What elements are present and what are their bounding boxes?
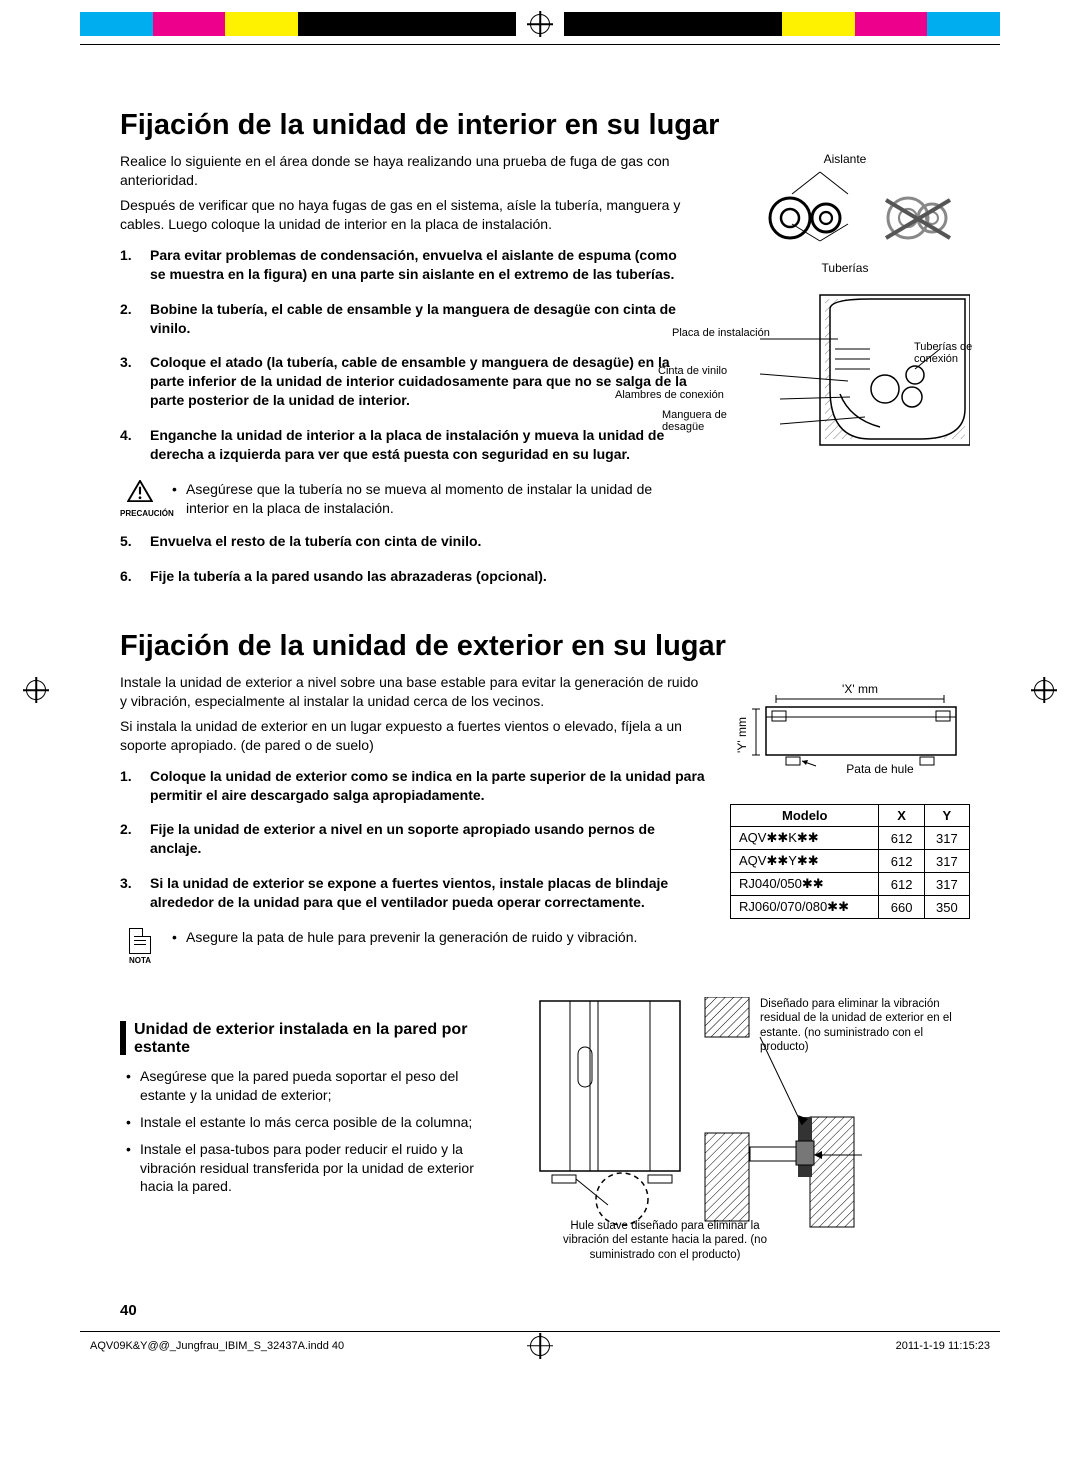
- steps-list-interior: 1.Para evitar problemas de condensación,…: [120, 246, 696, 464]
- step-text: Si la unidad de exterior se expone a fue…: [150, 875, 668, 910]
- nota-box: NOTA Asegure la pata de hule para preven…: [120, 928, 706, 965]
- nota-label: NOTA: [120, 956, 160, 965]
- registration-bar: [80, 12, 1000, 36]
- table-cell: 317: [924, 873, 969, 896]
- table-cell: 612: [879, 827, 924, 850]
- caution-text: Asegúrese que la tubería no se mueva al …: [172, 480, 696, 518]
- steps-list-interior-cont: 5.Envuelva el resto de la tubería con ci…: [120, 532, 696, 586]
- svg-text:'Y' mm: 'Y' mm: [735, 717, 749, 753]
- wall-bullets: Asegúrese que la pared pueda soportar el…: [120, 1067, 500, 1196]
- table-cell: AQV✱✱K✱✱: [731, 827, 879, 850]
- fig2-label: Tuberías de conexión: [914, 341, 984, 365]
- caution-label: PRECAUCIÓN: [120, 509, 160, 518]
- steps-list-exterior: 1.Coloque la unidad de exterior como se …: [120, 767, 706, 912]
- step-text: Fije la tubería a la pared usando las ab…: [150, 568, 547, 584]
- figure-pipe-insulation: [720, 166, 970, 256]
- crosshair-icon: [530, 1336, 550, 1356]
- step-text: Coloque el atado (la tubería, cable de e…: [150, 354, 687, 408]
- nota-text: Asegure la pata de hule para prevenir la…: [172, 928, 637, 947]
- th-x: X: [879, 805, 924, 827]
- fig1-label-tuberias: Tuberías: [720, 261, 970, 275]
- bullet-text: Instale el estante lo más cerca posible …: [126, 1113, 500, 1132]
- intro-text: Instale la unidad de exterior a nivel so…: [120, 673, 706, 711]
- subheading-text: Unidad de exterior instalada en la pared…: [134, 1021, 510, 1057]
- bullet-text: Asegúrese que la pared pueda soportar el…: [126, 1067, 500, 1105]
- caution-box: PRECAUCIÓN Asegúrese que la tubería no s…: [120, 480, 696, 518]
- page-number: 40: [120, 1302, 970, 1319]
- heading-exterior: Fijación de la unidad de exterior en su …: [120, 630, 970, 663]
- step-text: Coloque la unidad de exterior como se in…: [150, 768, 705, 803]
- table-cell: 612: [879, 850, 924, 873]
- table-cell: RJ040/050✱✱: [731, 873, 879, 896]
- callout-text: Hule suave diseñado para eliminar la vib…: [550, 1219, 780, 1262]
- subheading-wall: Unidad de exterior instalada en la pared…: [120, 1021, 510, 1057]
- table-cell: 660: [879, 896, 924, 919]
- fig1-label-aislante: Aislante: [720, 152, 970, 166]
- intro-text: Si instala la unidad de exterior en un l…: [120, 717, 706, 755]
- figure-outdoor-dimensions: 'X' mm 'Y' mm Pata de hule: [730, 681, 970, 781]
- fig3-pata: Pata de hule: [846, 762, 914, 776]
- step-text: Para evitar problemas de condensación, e…: [150, 247, 677, 282]
- warning-icon: [127, 480, 153, 502]
- step-text: Fije la unidad de exterior a nivel en un…: [150, 821, 655, 856]
- table-cell: 612: [879, 873, 924, 896]
- bullet-text: Instale el pasa-tubos para poder reducir…: [126, 1140, 500, 1197]
- step-text: Bobine la tubería, el cable de ensamble …: [150, 301, 676, 336]
- th-y: Y: [924, 805, 969, 827]
- step-text: Enganche la unidad de interior a la plac…: [150, 427, 664, 462]
- note-icon: [129, 928, 151, 954]
- fig3-x: 'X' mm: [842, 682, 878, 696]
- intro-text: Realice lo siguiente en el área donde se…: [120, 152, 696, 190]
- footer: AQV09K&Y@@_Jungfrau_IBIM_S_32437A.indd 4…: [0, 1332, 1080, 1366]
- intro-text: Después de verificar que no haya fugas d…: [120, 196, 696, 234]
- table-cell: AQV✱✱Y✱✱: [731, 850, 879, 873]
- table-cell: RJ060/070/080✱✱: [731, 896, 879, 919]
- footer-timestamp: 2011-1-19 11:15:23: [896, 1340, 990, 1352]
- table-cell: 317: [924, 827, 969, 850]
- step-text: Envuelva el resto de la tubería con cint…: [150, 533, 481, 549]
- fig2-label: Alambres de conexión: [615, 389, 724, 401]
- model-table: Modelo X Y AQV✱✱K✱✱612317 AQV✱✱Y✱✱612317…: [730, 804, 970, 919]
- table-cell: 317: [924, 850, 969, 873]
- figure-indoor-unit: [720, 289, 970, 459]
- callout-text: Diseñado para eliminar la vibración resi…: [760, 997, 970, 1055]
- footer-filename: AQV09K&Y@@_Jungfrau_IBIM_S_32437A.indd 4…: [90, 1340, 344, 1352]
- th-modelo: Modelo: [731, 805, 879, 827]
- fig2-label: Manguera de desagüe: [662, 409, 742, 433]
- crosshair-icon: [530, 14, 550, 34]
- fig2-label: Cinta de vinilo: [658, 365, 727, 377]
- table-cell: 350: [924, 896, 969, 919]
- heading-interior: Fijación de la unidad de interior en su …: [120, 109, 970, 142]
- fig2-label: Placa de instalación: [672, 327, 770, 339]
